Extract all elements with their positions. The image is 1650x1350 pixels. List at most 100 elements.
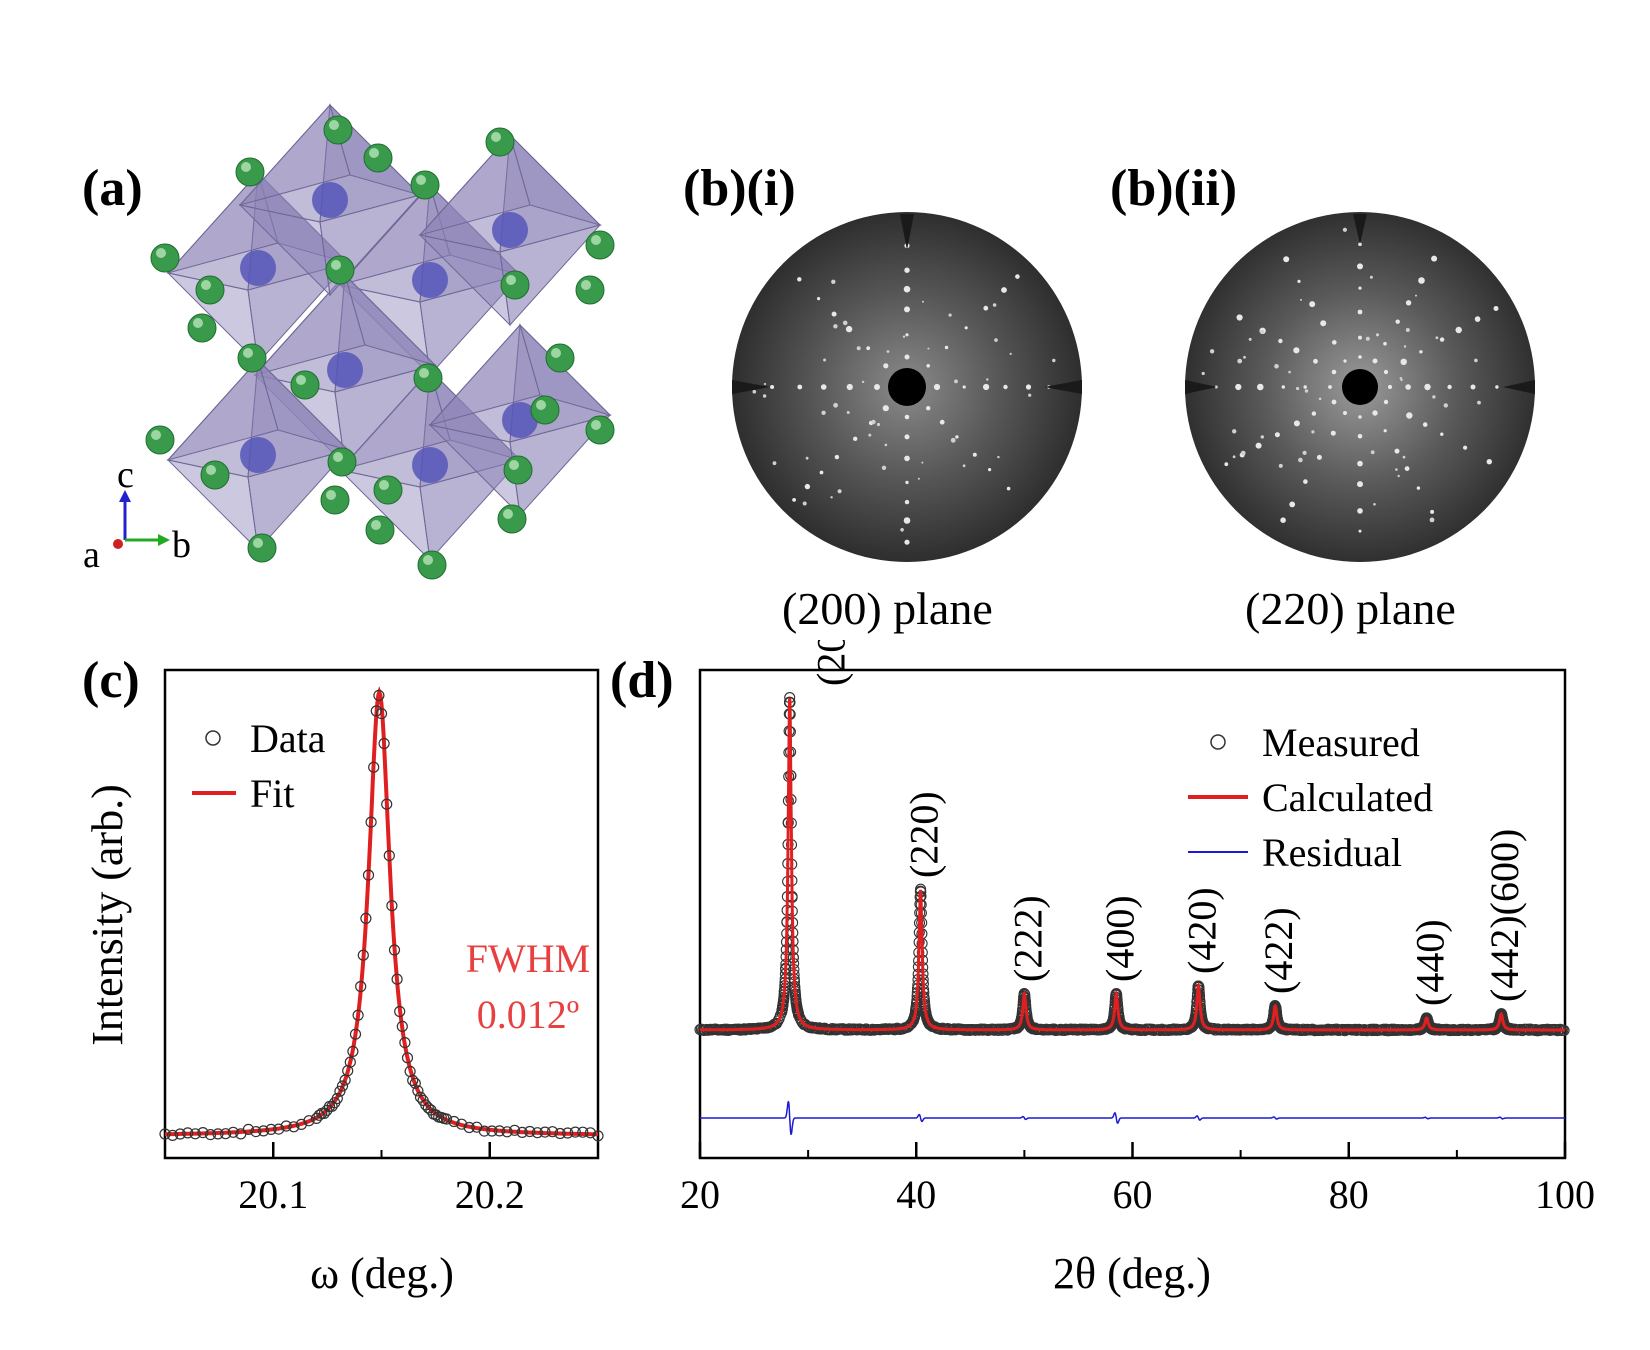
laue-spot [834,454,840,460]
laue-spot [1283,256,1290,263]
ligand-atom [290,370,320,400]
holder-notch-top [900,214,914,250]
octahedron-face [419,459,522,562]
laue-spot [1274,364,1279,369]
laue-spot [1357,481,1363,488]
laue-spot [876,422,881,427]
legend-marker-data [205,730,221,746]
octahedron-face [247,449,350,552]
data-point [463,1121,475,1134]
data-point [562,1127,574,1139]
axis-triad: c a b [83,454,191,576]
data-point [375,707,388,720]
laue-spot [833,402,838,408]
data-point [592,1130,604,1142]
laue-spot [1289,501,1296,508]
laue-spot [797,277,802,282]
laue-spot [861,380,865,384]
laue-spot [1318,397,1322,401]
laue-spot [817,297,821,301]
data-points-layer [159,689,604,1142]
data-point [212,1128,224,1140]
laue-spot [1358,286,1362,290]
atom-highlight [591,235,601,245]
data-point [357,949,369,961]
fwhm-value: 0.012º [477,992,579,1037]
atom-highlight [369,148,379,158]
data-point [368,761,380,773]
atom-highlight [491,132,501,142]
atom-highlight [193,318,203,328]
laue-spots [749,243,1056,545]
laue-spot [1430,509,1435,514]
laue-spot [1416,486,1421,490]
laue-spot [1330,430,1336,436]
laue-spot [1432,395,1436,399]
ligand-atom [503,455,533,485]
x-tick-label: 100 [1535,1172,1595,1217]
data-point [313,1109,325,1121]
laue-spot [1372,410,1378,416]
atom-highlight [201,280,211,290]
laue-spot [1405,300,1412,306]
laue-spot [797,384,803,390]
laue-spot [1394,448,1400,454]
laue-spot [1028,393,1032,397]
data-point [546,1126,559,1138]
atom-highlight [509,460,519,470]
data-point [242,1123,254,1135]
octahedra-layer [166,103,612,562]
a-axis-dot [113,539,123,549]
y-axis-label: Intensity (arb.) [83,784,132,1045]
laue-spot [1009,352,1012,355]
center-atom [492,212,528,248]
laue-spot [830,496,833,499]
data-point [265,1123,277,1135]
data-point [280,1120,292,1132]
laue-spot [770,385,775,389]
laue-spot [1387,384,1393,390]
laue-spot [1003,384,1008,390]
data-point [365,816,377,828]
laue-spot [874,384,880,390]
laue-spot [1357,433,1363,439]
laue-spot [954,379,958,384]
panel-label-c: (c) [82,652,140,709]
data-point [220,1128,232,1140]
laue-spot [1369,275,1373,279]
laue-spot [1313,358,1318,364]
laue-spot [1440,432,1444,436]
data-point [456,1118,468,1130]
laue-spot [1477,400,1481,405]
data-point [352,1009,364,1021]
laue-spot [939,419,945,425]
ligand-atom [417,550,447,580]
holder-notch-right [1503,380,1535,394]
laue-spot [944,345,949,350]
laue-caption-200: (200) plane [782,583,993,634]
atom-highlight [333,452,343,462]
ligand-atom [545,343,575,373]
laue-spot [1311,430,1315,434]
legend-label-calculated: Calculated [1262,775,1433,820]
laue-spot [1486,459,1492,465]
laue-spot [1331,399,1337,405]
laue-spot [904,539,910,545]
laue-spot [994,338,998,342]
octahedron-face [256,358,350,452]
laue-spot [805,456,809,460]
atom-highlight [503,509,513,519]
x-tick-label: 20.1 [238,1172,308,1217]
data-point [197,1127,209,1139]
laue-spot [1419,350,1423,354]
fwhm-label: FWHM [466,936,590,981]
laue-spot [1281,385,1285,389]
ligand-atom [195,275,225,305]
laue-spot [1248,337,1252,341]
center-atom [240,437,276,473]
laue-spot [871,419,876,425]
laue-spot [1463,445,1468,450]
laue-spot [1418,277,1425,284]
laue-spot [1240,450,1246,456]
laue-spot [1470,384,1476,390]
